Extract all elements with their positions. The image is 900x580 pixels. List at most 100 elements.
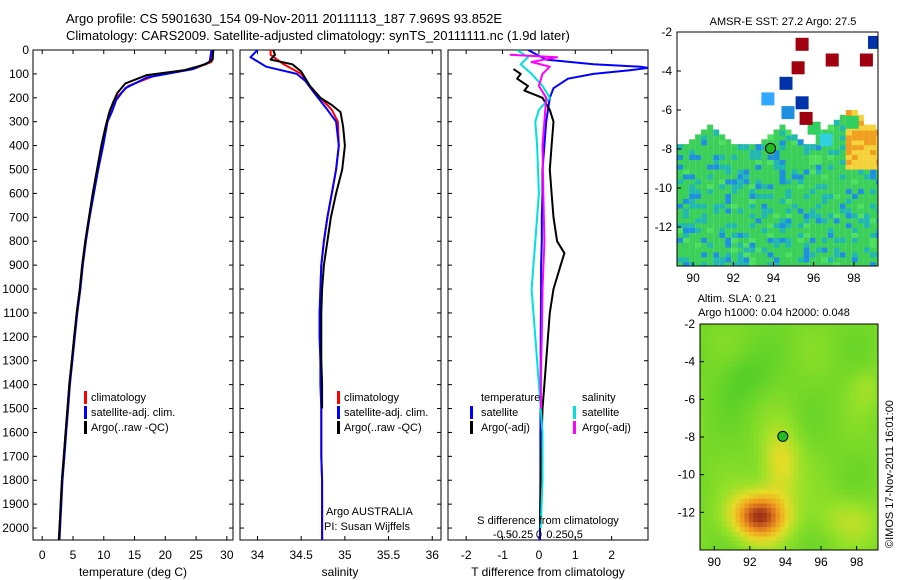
sla-cell <box>762 404 768 410</box>
sla-cell <box>811 484 817 490</box>
sla-cell <box>780 545 786 550</box>
sla-cell <box>815 333 821 339</box>
sla-cell <box>784 427 790 433</box>
sla-cell <box>717 460 723 466</box>
sst-cell <box>713 129 720 136</box>
sla-cell <box>717 418 723 424</box>
sst-cell <box>870 241 876 248</box>
sla-cell <box>824 418 830 424</box>
sla-cell <box>789 474 795 480</box>
sst-cell <box>773 202 780 209</box>
map-y-tick-label: -2 <box>661 25 672 39</box>
sla-cell <box>722 352 728 358</box>
sla-cell <box>802 502 808 509</box>
sla-cell <box>780 399 786 405</box>
sst-cell <box>707 231 714 238</box>
sla-cell <box>766 460 772 466</box>
sla-cell <box>766 375 772 382</box>
sst-cell <box>839 251 846 258</box>
sst-cell <box>809 236 816 243</box>
sla-cell <box>757 371 763 377</box>
legend-swatch <box>84 391 87 404</box>
sla-cell <box>717 488 723 495</box>
sst-cell <box>857 207 864 214</box>
sla-cell <box>726 366 732 372</box>
sla-cell <box>846 545 852 550</box>
sla-cell <box>873 488 878 495</box>
sla-cell <box>869 389 875 396</box>
sst-cell <box>767 222 774 229</box>
sst-cell <box>827 246 834 253</box>
sla-cell <box>873 375 878 382</box>
sla-cell <box>717 375 723 382</box>
sla-cell <box>771 540 777 546</box>
sla-cell <box>846 418 852 424</box>
sla-cell <box>860 394 866 400</box>
sla-cell <box>833 521 839 528</box>
sla-cell <box>793 446 799 452</box>
sla-cell <box>753 324 759 330</box>
sla-cell <box>762 389 768 396</box>
sla-cell <box>708 545 714 550</box>
sla-cell <box>846 328 852 334</box>
sla-cell <box>749 517 754 523</box>
sla-cell <box>811 451 817 457</box>
sla-cell <box>811 474 817 480</box>
sla-cell <box>771 342 777 349</box>
sla-cell <box>824 437 830 443</box>
sst-cell <box>767 173 774 180</box>
sst-cell <box>743 163 750 170</box>
sst-cell <box>863 222 870 229</box>
sla-cell <box>731 535 737 542</box>
sla-cell <box>771 465 777 471</box>
sst-cell <box>695 144 702 151</box>
sla-cell <box>842 493 848 499</box>
sla-cell <box>762 375 768 382</box>
sst-cell <box>815 173 822 180</box>
sla-cell <box>873 347 878 353</box>
sla-cell <box>855 352 861 358</box>
sst-cell <box>791 183 798 190</box>
sla-cell <box>757 375 763 382</box>
sla-cell <box>757 408 763 415</box>
sla-cell <box>713 404 719 410</box>
sla-cell <box>708 371 714 377</box>
sla-cell <box>838 535 843 542</box>
sla-cell <box>864 371 870 377</box>
sla-cell <box>811 413 817 419</box>
sst-cell <box>815 241 822 248</box>
y-tick-label: 400 <box>9 139 29 153</box>
sst-cell <box>863 158 870 165</box>
sla-cell <box>780 507 786 513</box>
sst-cell <box>851 212 858 219</box>
sst-cell <box>857 256 864 263</box>
sla-cell <box>713 437 719 443</box>
sla-cell <box>757 545 763 550</box>
sla-cell <box>708 535 714 542</box>
sla-cell <box>855 446 861 452</box>
sla-cell <box>749 526 754 532</box>
sst-cell <box>863 217 870 224</box>
sst-cell <box>785 236 792 243</box>
sst-cell <box>749 168 756 175</box>
temperature-xlabel: temperature (deg C) <box>79 565 187 579</box>
sla-cell <box>766 484 772 490</box>
sla-cell <box>766 361 772 367</box>
sla-cell <box>780 371 786 377</box>
sla-cell <box>815 545 821 550</box>
sla-cell <box>753 418 759 424</box>
sla-cell <box>793 512 799 518</box>
sla-cell <box>838 389 843 396</box>
sla-cell <box>842 422 848 429</box>
sla-cell <box>846 399 852 405</box>
sla-cell <box>855 535 861 542</box>
sla-cell <box>749 404 754 410</box>
sla-cell <box>735 465 741 471</box>
sla-cell <box>851 432 857 438</box>
map-y-tick-label: -6 <box>661 103 672 117</box>
sst-cell <box>797 251 804 258</box>
sla-cell <box>735 502 741 509</box>
sla-cell <box>726 347 732 353</box>
sst-cell <box>755 241 762 248</box>
header-line1: Argo profile: CS 5901630_154 09-Nov-2011… <box>66 11 502 26</box>
